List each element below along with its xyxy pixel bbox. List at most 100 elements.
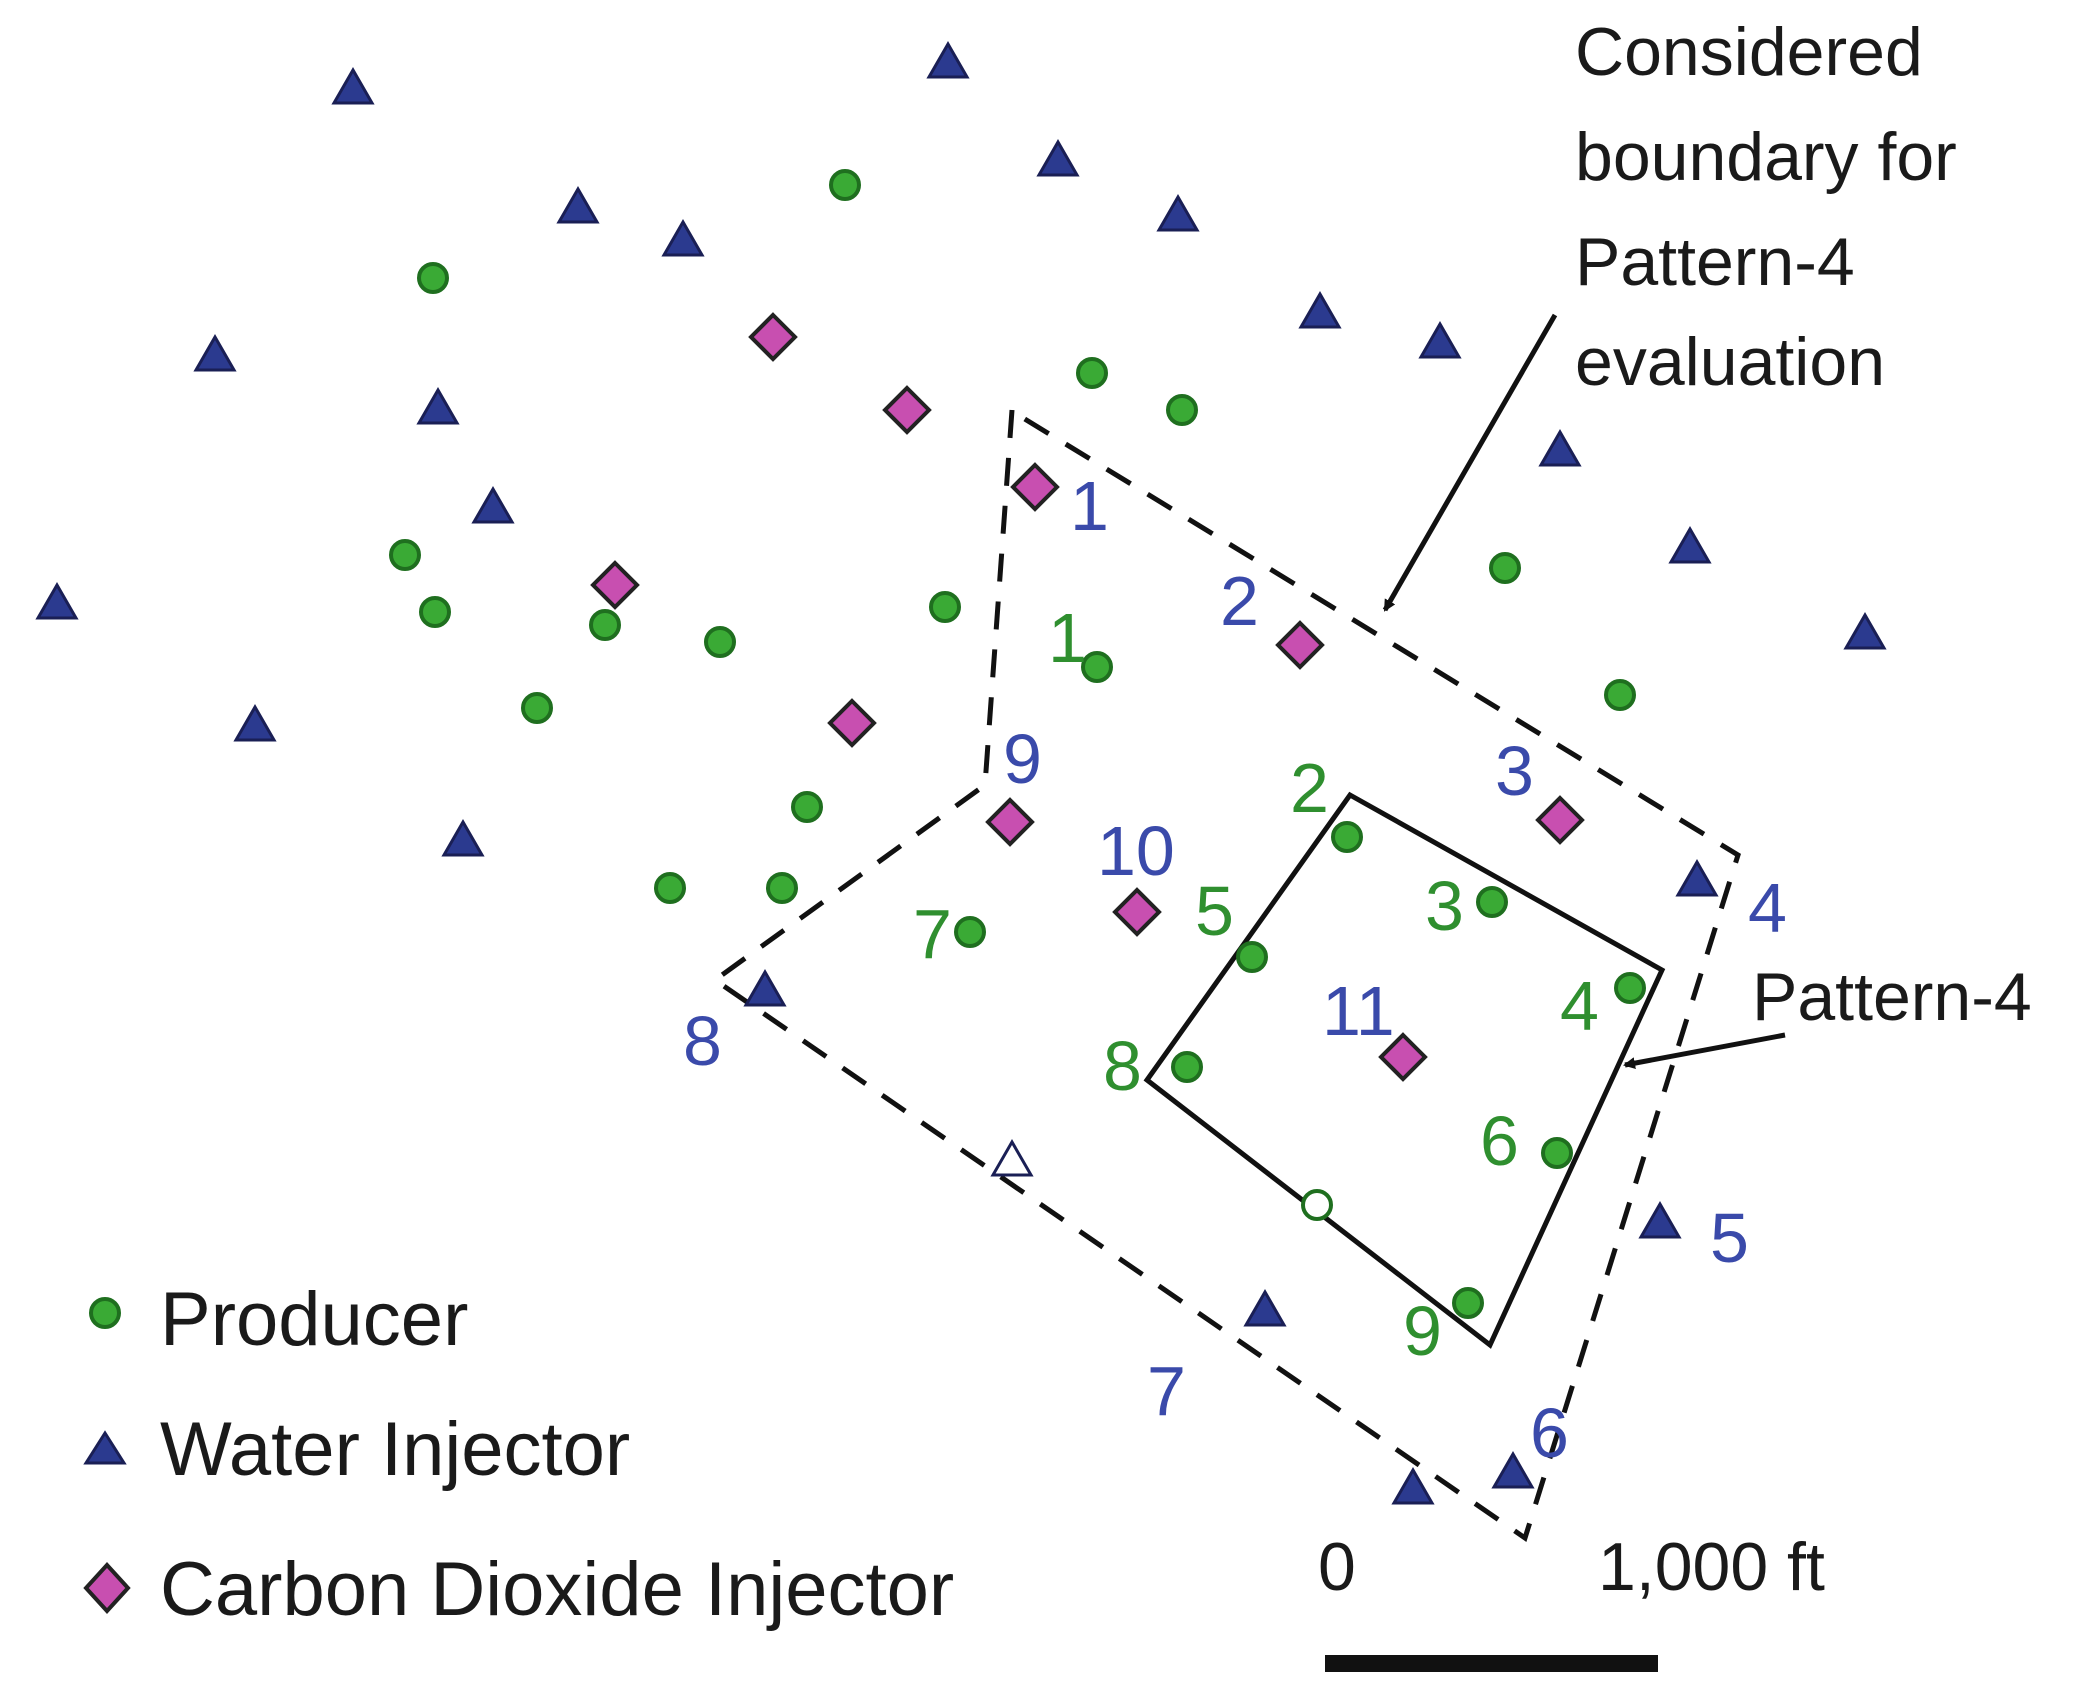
producer-well-label: 6 [1480, 1102, 1519, 1180]
co2-injector-label: 1 [1070, 467, 1109, 545]
water-injector-marker [35, 581, 79, 620]
co2-injector-marker [1275, 620, 1325, 670]
producer-well-marker [419, 596, 451, 628]
legend-producer-icon [89, 1297, 121, 1329]
boundary-annotation-line-1: Considered [1575, 14, 1923, 90]
producer-well-label: 3 [1425, 867, 1464, 945]
water-injector-marker [556, 185, 600, 224]
producer-well-label: 1 [1048, 599, 1087, 677]
co2-injector-marker [748, 312, 798, 362]
water-injector-label: 5 [1710, 1199, 1749, 1277]
boundary-annotation-line-3: Pattern-4 [1575, 224, 1855, 300]
water-injector-marker [1638, 1200, 1682, 1239]
co2-injectors-layer: 1 2 3 9 10 11 [590, 312, 1585, 1082]
water-injector-marker [416, 386, 460, 425]
producer-well-label: 7 [913, 895, 952, 973]
water-injector-marker [471, 485, 515, 524]
boundary-arrow [1382, 313, 1558, 612]
water-injectors-layer: 4 5 6 7 8 [35, 40, 1887, 1505]
water-injector-marker [1418, 320, 1462, 359]
water-injector-label: 8 [683, 1002, 722, 1080]
producer-well-marker [389, 539, 421, 571]
co2-injector-label: 11 [1322, 972, 1395, 1050]
legend-water-injector-icon [83, 1430, 127, 1465]
pattern-annotation: Pattern-4 [1752, 959, 2032, 1035]
producer-well-marker [766, 872, 798, 904]
producer-well-marker [521, 692, 553, 724]
producer-well-marker [1166, 394, 1198, 426]
producer-well-marker [1301, 1189, 1333, 1221]
co2-injector-marker [1112, 887, 1162, 937]
co2-injector-marker [1010, 462, 1060, 512]
water-injector-marker [926, 40, 970, 79]
producer-well-marker [1452, 1287, 1484, 1319]
producer-well-marker [654, 872, 686, 904]
co2-injector-marker [882, 385, 932, 435]
producer-well-marker [589, 609, 621, 641]
producer-well-label: 2 [1290, 749, 1329, 827]
co2-injector-label: 3 [1495, 732, 1534, 810]
water-injector-label: 4 [1748, 869, 1787, 947]
water-injector-marker [1668, 525, 1712, 564]
water-injector-marker [233, 703, 277, 742]
co2-injector-label: 10 [1097, 812, 1175, 890]
producer-well-marker [1236, 941, 1268, 973]
producer-well-marker [1171, 1051, 1203, 1083]
producer-well-marker [1476, 886, 1508, 918]
producer-well-marker [1614, 972, 1646, 1004]
co2-injector-marker [590, 560, 640, 610]
producer-well-marker [1489, 552, 1521, 584]
producer-well-marker [1541, 1137, 1573, 1169]
pattern-arrow [1623, 1032, 1786, 1070]
producer-well-label: 9 [1403, 1292, 1442, 1370]
producer-well-marker [954, 916, 986, 948]
water-injector-marker [1538, 428, 1582, 467]
water-injector-marker [1036, 138, 1080, 177]
water-injector-marker [661, 218, 705, 257]
scale-start-label: 0 [1318, 1529, 1356, 1605]
pattern-4-boundary [1143, 791, 1666, 1349]
co2-injector-marker [985, 797, 1035, 847]
co2-injector-marker [827, 698, 877, 748]
boundary-annotation-line-2: boundary for [1575, 119, 1957, 195]
co2-injector-marker [1378, 1032, 1428, 1082]
scale-end-label: 1,000 ft [1598, 1529, 1825, 1605]
producers-layer: 1 2 3 4 5 6 7 8 9 [389, 169, 1646, 1370]
scale-bar [1325, 1655, 1658, 1672]
water-injector-marker [743, 968, 787, 1007]
water-injector-label: 7 [1147, 1352, 1186, 1430]
water-injector-marker [1156, 193, 1200, 232]
producer-well-marker [1081, 651, 1113, 683]
water-injector-marker [1491, 1450, 1535, 1489]
producer-well-marker [704, 626, 736, 658]
producer-well-label: 8 [1103, 1027, 1142, 1105]
water-injector-marker [1675, 858, 1719, 897]
water-injector-marker [1243, 1288, 1287, 1327]
producer-well-marker [829, 169, 861, 201]
producer-well-marker [417, 262, 449, 294]
co2-injector-label: 9 [1003, 720, 1042, 798]
producer-well-marker [791, 791, 823, 823]
water-injector-marker [193, 333, 237, 372]
legend-co2-injector-label: Carbon Dioxide Injector [160, 1547, 954, 1632]
considered-boundary [710, 407, 1741, 1542]
producer-well-marker [1604, 679, 1636, 711]
legend-co2-injector-icon [83, 1562, 131, 1614]
legend-water-injector-label: Water Injector [160, 1407, 630, 1492]
water-injector-label: 6 [1530, 1394, 1569, 1472]
co2-injector-marker [1535, 795, 1585, 845]
water-injector-marker [990, 1138, 1034, 1177]
boundary-annotation-line-4: evaluation [1575, 324, 1885, 400]
water-injector-marker [1298, 290, 1342, 329]
producer-well-label: 5 [1195, 872, 1234, 950]
producer-well-marker [1331, 821, 1363, 853]
legend-producer-label: Producer [160, 1277, 468, 1362]
producer-well-marker [929, 591, 961, 623]
co2-injector-label: 2 [1220, 562, 1259, 640]
water-injector-marker [441, 818, 485, 857]
water-injector-marker [1391, 1466, 1435, 1505]
producer-well-label: 4 [1560, 967, 1599, 1045]
water-injector-marker [1843, 611, 1887, 650]
water-injector-marker [331, 66, 375, 105]
